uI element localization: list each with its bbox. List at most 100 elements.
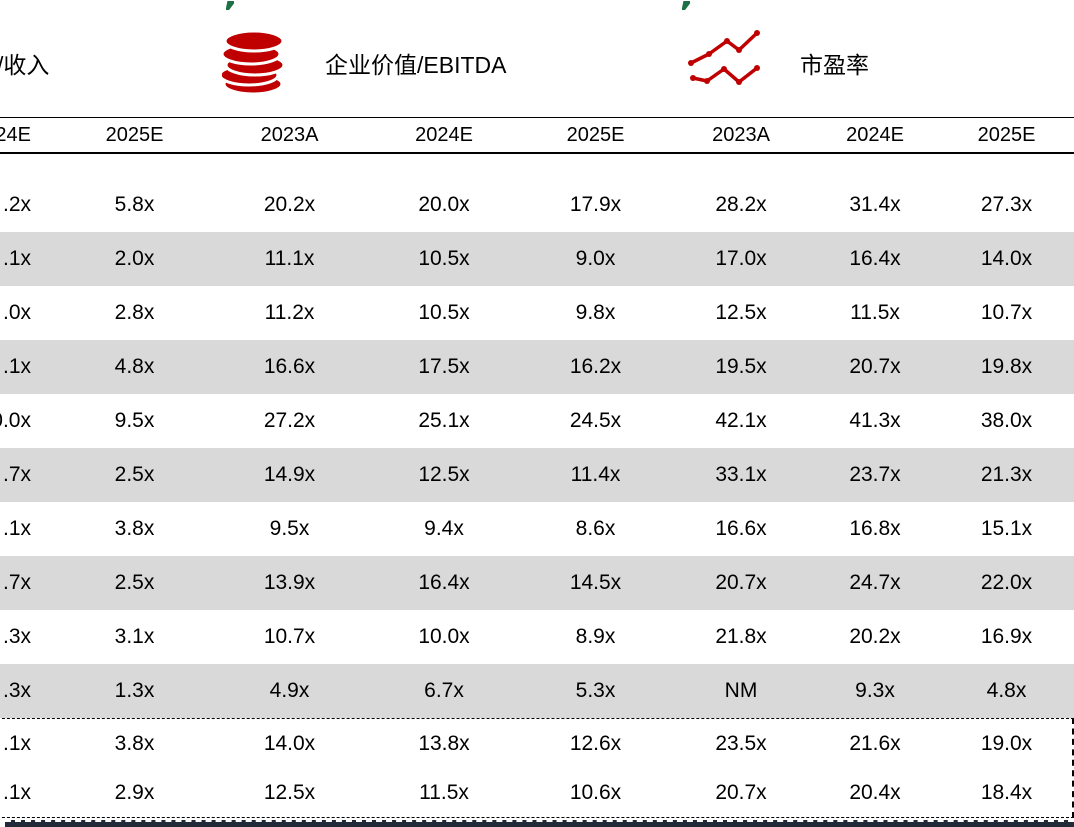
table-row: .1x 2.0x 11.1x 10.5x 9.0x 17.0x 16.4x 14.0x [0,232,1074,286]
group-label-pe-ratio: 市盈率 [800,52,869,78]
table-cell: 12.6x [569,732,622,755]
table-cell: 12.5x [263,781,316,804]
group-label-revenue-fragment: /收入 [0,52,50,78]
table-cell: 17.5x [418,355,470,378]
table-cell: 23.5x [715,732,767,755]
table-cell: 8.6x [575,517,616,540]
table-cell: 2.8x [114,301,155,324]
table-cell: .1x [2,517,31,540]
table-cell: 17.9x [569,193,622,216]
table-cell: 27.2x [263,409,316,432]
table-row: .1x 3.8x 9.5x 9.4x 8.6x 16.6x 16.8x 15.1x [0,502,1074,556]
table-cell: 19.8x [980,355,1033,378]
table-cell: 2.9x [114,781,155,804]
table-cell: 9.4x [424,517,464,540]
table-cell: 21.8x [715,625,767,648]
table-cell: 28.2x [715,193,767,216]
table-cell: 11.1x [264,247,315,270]
column-header: 2025E [566,124,625,146]
table-cell: 16.6x [263,355,316,378]
column-header: 2024E [846,124,904,146]
table-cell: 9.5x [114,409,155,432]
table-cell: 13.8x [418,732,470,755]
table-cell: 14.5x [569,571,622,594]
table-cell: 11.2x [264,301,315,324]
table-row: .3x 3.1x 10.7x 10.0x 8.9x 21.8x 20.2x 16.9x [0,610,1074,664]
table-cell: 10.7x [980,301,1033,324]
column-header: 2024E [0,124,31,146]
table-row: .7x 2.5x 13.9x 16.4x 14.5x 20.7x 24.7x 22.0x [0,556,1074,610]
table-cell: 16.8x [849,517,901,540]
green-corner-mark-icon [226,1,234,10]
table-row: .1x 3.8x 14.0x 13.8x 12.6x 23.5x 21.6x 19.0x [0,719,1072,768]
table-cell: 41.3x [849,409,901,432]
table-cell: 42.1x [715,409,767,432]
table-cell: 11.5x [850,301,900,324]
table-header-row: 2024E 2025E 2023A 2024E 2025E 2023A 2024E 2025E [0,117,1074,154]
table-cell: .7x [2,571,31,594]
table-cell: .7x [2,463,31,486]
table-cell: .1x [2,355,31,378]
table-cell: 19.5x [715,355,767,378]
table-cell: 20.7x [715,781,767,804]
table-cell: 4.8x [114,355,155,378]
table-cell: 2.5x [114,463,155,486]
table-cell: 16.6x [715,517,767,540]
table-cell: 10.0x [418,625,470,648]
table-cell: 23.7x [849,463,901,486]
table-row: 0.0x 9.5x 27.2x 25.1x 24.5x 42.1x 41.3x 38.0x [0,394,1074,448]
table-cell: 20.0x [418,193,470,216]
table-cell: .1x [2,732,31,755]
table-cell: 11.5x [419,781,469,804]
table-cell: 5.8x [114,193,155,216]
table-cell: 27.3x [980,193,1033,216]
table-cell: 20.4x [849,781,901,804]
green-corner-mark-icon [682,1,690,10]
table-cell: 16.9x [980,625,1033,648]
table-cell: 33.1x [715,463,767,486]
table-cell: 12.5x [715,301,767,324]
table-cell: 18.4x [980,781,1033,804]
header-gap [0,154,1074,178]
table-cell: 3.8x [114,517,155,540]
table-cell: 10.6x [569,781,622,804]
table-cell: 0.0x [0,409,31,432]
table-cell: 2.5x [114,571,155,594]
table-cell: 16.4x [849,247,901,270]
table-body: .2x 5.8x 20.2x 20.0x 17.9x 28.2x 31.4x 27.3x .1x… [0,178,1074,718]
table-cell: 13.9x [263,571,316,594]
table-cell: NM [724,679,758,702]
table-cell: 22.0x [980,571,1033,594]
table-cell: 4.9x [269,679,310,702]
table-cell: 17.0x [715,247,767,270]
table-cell: 2.0x [114,247,155,270]
table-row: .1x 4.8x 16.6x 17.5x 16.2x 19.5x 20.7x 19.8x [0,340,1074,394]
table-cell: 20.7x [715,571,767,594]
table-cell: .0x [2,301,31,324]
table-cell: 1.3x [114,679,155,702]
table-cell: 14.0x [263,732,316,755]
table-cell: 24.5x [569,409,622,432]
table-row: .1x 2.9x 12.5x 11.5x 10.6x 20.7x 20.4x 18.4x [0,768,1072,817]
table-cell: 10.7x [263,625,316,648]
group-label-ev-ebitda: 企业价值/EBITDA [325,52,507,78]
metric-group-band: /收入 企业价值/EBITDA [0,0,1074,117]
table-cell: 14.0x [980,247,1033,270]
table-cell: 20.2x [263,193,316,216]
table-row: .2x 5.8x 20.2x 20.0x 17.9x 28.2x 31.4x 27.3x [0,178,1074,232]
table-cell: 16.2x [569,355,622,378]
table-cell: 9.5x [269,517,310,540]
next-section-top-bar [5,820,1074,827]
table-cell: 21.6x [849,732,901,755]
table-cell: 10.5x [418,301,470,324]
column-header: 2023A [712,124,770,146]
table-cell: 3.8x [114,732,155,755]
table-cell: 19.0x [980,732,1033,755]
table-cell: 9.0x [575,247,616,270]
table-cell: 11.4x [570,463,621,486]
table-cell: 9.8x [575,301,616,324]
table-cell: 5.3x [575,679,616,702]
column-header: 2025E [105,124,164,146]
column-header: 2025E [977,124,1036,146]
